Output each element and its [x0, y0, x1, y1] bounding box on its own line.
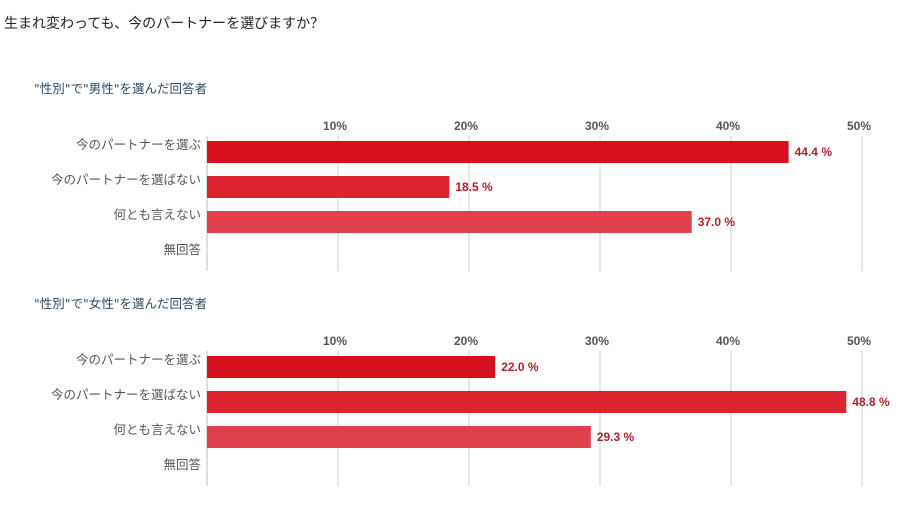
category-label: 無回答	[163, 242, 201, 257]
x-tick-label: 40%	[716, 334, 740, 348]
bar	[207, 391, 847, 413]
x-tick-label: 10%	[323, 334, 347, 348]
category-label: 今のパートナーを選ぶ	[76, 137, 201, 152]
x-tick-label: 30%	[585, 119, 609, 133]
data-label: 44.4 %	[795, 145, 833, 159]
bar	[207, 141, 789, 163]
x-tick-label: 40%	[716, 119, 740, 133]
bar-chart-female: 10% 20% 30% 40% 50% 今のパートナーを選ぶ 22.0 % 今のパートナーを選…	[51, 334, 890, 486]
data-label: 29.3 %	[597, 430, 635, 444]
data-label: 37.0 %	[698, 215, 736, 229]
category-label: 今のパートナーを選ばない	[51, 172, 201, 187]
chart-panel-male: "性別"で"男性"を選んだ回答者 10% 20% 30% 40% 50% 今のパートナーを…	[0, 78, 907, 293]
data-label: 18.5 %	[455, 180, 493, 194]
category-label: 何とも言えない	[113, 207, 201, 222]
data-label: 48.8 %	[852, 395, 890, 409]
x-tick-label: 50%	[847, 334, 871, 348]
chart-title: "性別"で"男性"を選んだ回答者	[34, 81, 207, 96]
chart-title: "性別"で"女性"を選んだ回答者	[34, 296, 207, 311]
bar	[207, 211, 692, 233]
x-tick-label: 30%	[585, 334, 609, 348]
category-label: 今のパートナーを選ばない	[51, 387, 201, 402]
category-label: 今のパートナーを選ぶ	[76, 352, 201, 367]
category-label: 何とも言えない	[113, 422, 201, 437]
bar	[207, 176, 450, 198]
bar	[207, 356, 496, 378]
x-tick-label: 20%	[454, 119, 478, 133]
data-label: 22.0 %	[501, 360, 539, 374]
chart-panel-female: "性別"で"女性"を選んだ回答者 10% 20% 30% 40% 50% 今のパートナーを…	[0, 293, 907, 508]
x-tick-label: 20%	[454, 334, 478, 348]
page-title: 生まれ変わっても、今のパートナーを選びますか？	[4, 16, 325, 32]
x-tick-label: 10%	[323, 119, 347, 133]
category-label: 無回答	[163, 457, 201, 472]
bar-chart-male: 10% 20% 30% 40% 50% 今のパートナーを選ぶ 44.4 % 今のパートナーを選…	[51, 119, 871, 271]
x-tick-label: 50%	[847, 119, 871, 133]
bar	[207, 426, 591, 448]
